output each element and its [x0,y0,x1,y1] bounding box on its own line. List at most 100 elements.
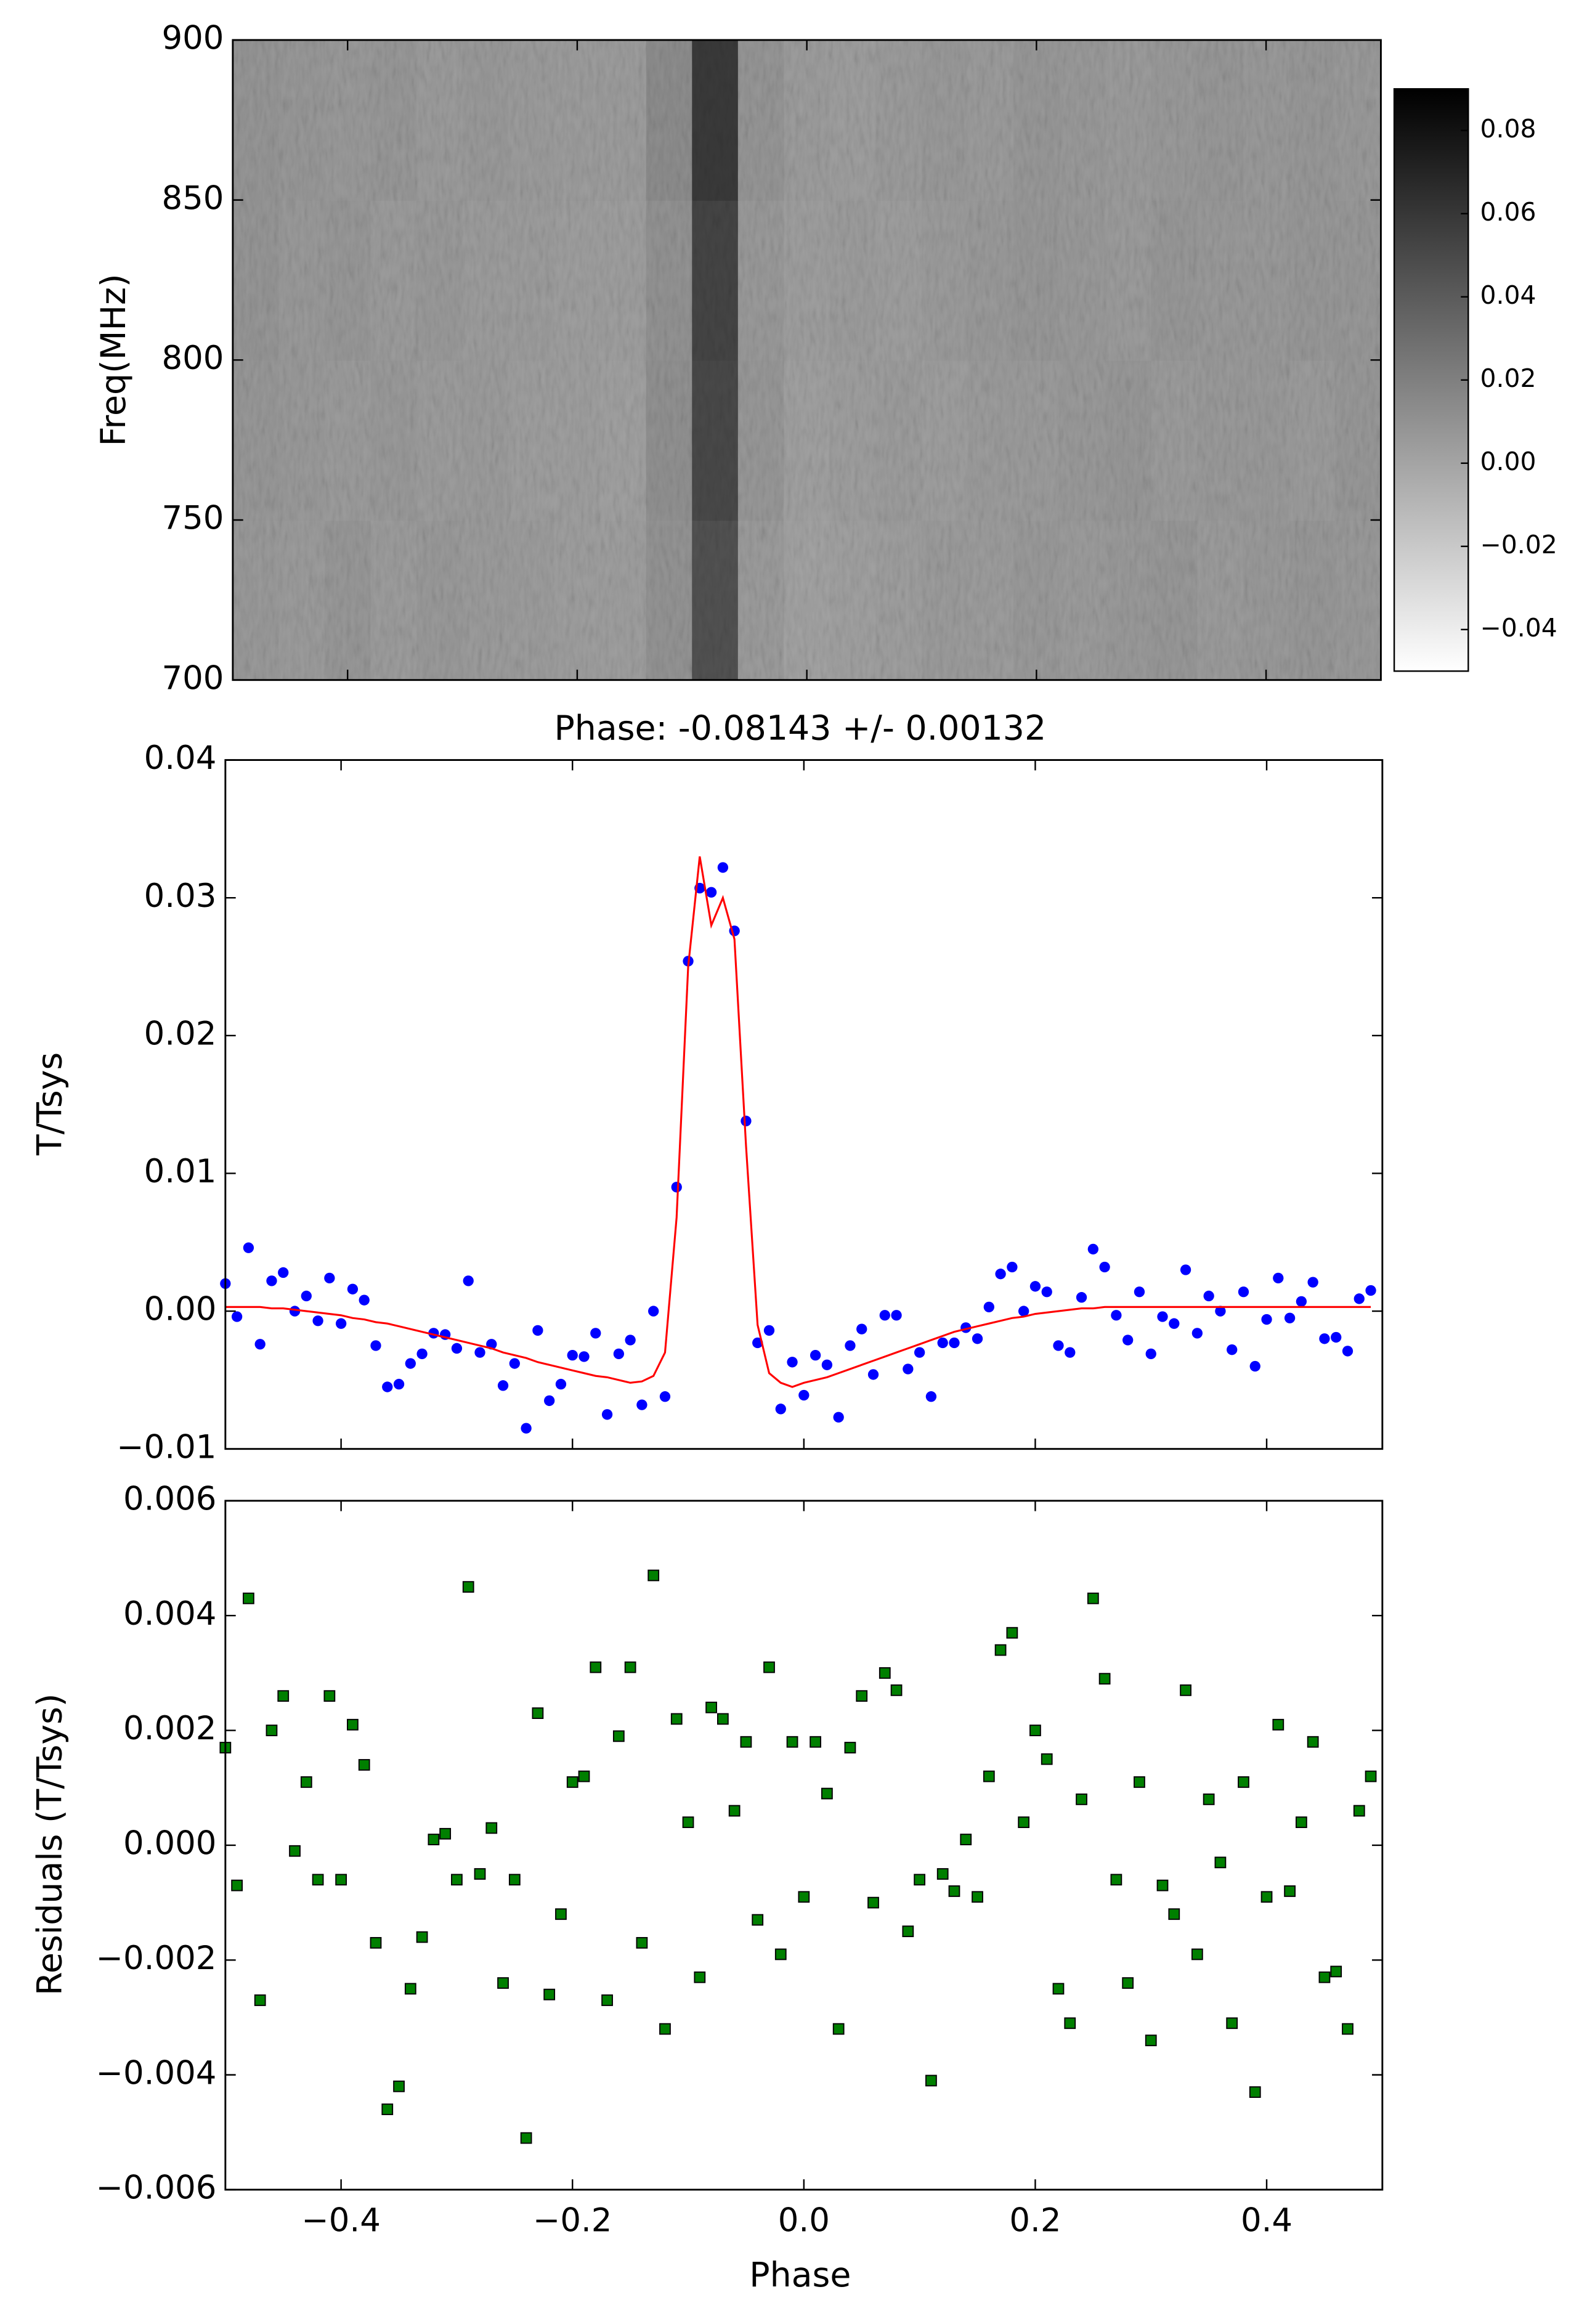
point [1145,1348,1156,1360]
point [555,1378,567,1390]
point [925,1391,937,1402]
point [266,1725,278,1736]
point [740,1736,752,1748]
y-tick-label: 850 [161,179,224,217]
point [936,1868,949,1880]
point [1203,1290,1214,1302]
point [741,1115,752,1127]
point [1330,1965,1342,1978]
point [358,1759,370,1771]
point [659,2023,671,2035]
point [439,1827,452,1840]
y-tick-label: 0.00 [144,1291,217,1328]
point [914,1347,925,1358]
point [960,1834,972,1845]
point [1215,1306,1226,1317]
point [266,1275,277,1286]
point [670,1713,683,1725]
point [428,1834,440,1845]
point [659,1391,671,1402]
point [856,1323,867,1335]
point [949,1337,960,1349]
point [948,1885,960,1897]
point [1365,1285,1376,1296]
point [972,1891,983,1903]
point [1203,1794,1215,1805]
point [1238,1776,1249,1788]
y-tick-label: 0.004 [123,1595,216,1633]
point [1307,1736,1319,1748]
point [1169,1318,1180,1329]
point [1076,1292,1087,1303]
point [1007,1261,1018,1273]
point [1273,1272,1284,1284]
point [590,1661,602,1673]
point [1052,1983,1065,1995]
point [1087,1592,1099,1604]
point [474,1347,485,1358]
y-tick-label: −0.002 [96,1940,217,1977]
point [856,1690,868,1702]
point [821,1359,833,1370]
point [451,1343,463,1354]
x-tick-label: 0.2 [1009,2202,1061,2240]
point [393,1378,405,1390]
point [705,1701,717,1713]
point [324,1272,335,1284]
colorbar-tick-label: 0.06 [1480,197,1536,227]
point [1238,1286,1249,1298]
point [509,1358,520,1369]
point [254,1339,266,1350]
y-tick-label: 0.006 [123,1480,216,1518]
point [1076,1794,1087,1805]
point [1249,1360,1260,1372]
y-axis-label: Residuals (T/Tsys) [31,1694,70,1996]
point [463,1275,474,1286]
point [798,1389,810,1401]
point [1342,1346,1354,1357]
fit-line [225,856,1371,1388]
point [1018,1816,1030,1829]
point [1319,1333,1330,1344]
point [972,1333,983,1344]
point [590,1328,601,1339]
x-tick-label: −0.2 [533,2202,612,2240]
y-tick-label: 0.002 [123,1710,216,1747]
x-tick-label: −0.4 [301,2202,380,2240]
point [694,1971,706,1983]
point [381,2103,394,2115]
point [636,1399,647,1410]
point [601,1994,613,2006]
point [1053,1340,1064,1351]
point [335,1318,347,1329]
point [810,1736,821,1748]
point [752,1337,763,1349]
point [983,1301,994,1313]
point [1041,1753,1053,1765]
y-tick-label: −0.01 [116,1428,216,1466]
point [312,1874,324,1886]
point [520,2132,532,2144]
point [359,1294,370,1306]
y-axis-label: Freq(MHz) [94,274,134,446]
point [891,1310,902,1321]
chart-title: Phase: -0.08143 +/- 0.00132 [554,709,1046,749]
point [925,2074,937,2087]
point [1284,1312,1296,1323]
point [335,1874,347,1886]
point [612,1730,625,1742]
point [682,1816,694,1829]
point [787,1357,798,1368]
point [1365,1770,1377,1782]
point [717,862,729,873]
point [578,1351,590,1362]
point [543,1988,556,2001]
point [798,1891,810,1903]
point [1295,1816,1307,1829]
point [636,1936,648,1949]
point [810,1349,821,1361]
point [521,1423,532,1434]
y-axis-label: T/Tsys [31,1052,70,1156]
heatmap [232,39,1381,680]
